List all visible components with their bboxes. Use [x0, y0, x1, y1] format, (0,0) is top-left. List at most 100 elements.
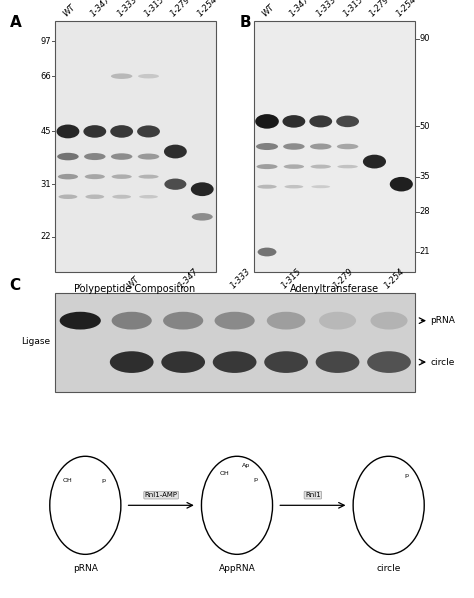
Ellipse shape [111, 153, 132, 160]
Text: 1-315: 1-315 [280, 267, 303, 291]
Ellipse shape [164, 179, 186, 190]
Ellipse shape [284, 185, 303, 188]
Ellipse shape [255, 114, 279, 129]
Ellipse shape [310, 115, 332, 127]
Ellipse shape [110, 351, 154, 373]
Ellipse shape [85, 194, 104, 199]
Text: WT: WT [125, 275, 141, 291]
Ellipse shape [112, 312, 152, 329]
Bar [254, 21, 415, 272]
Text: 45: 45 [40, 127, 51, 136]
Ellipse shape [163, 312, 203, 329]
Ellipse shape [58, 174, 78, 179]
Bar [55, 21, 216, 272]
Text: 1-315: 1-315 [341, 0, 365, 19]
Ellipse shape [337, 144, 358, 150]
Ellipse shape [110, 125, 133, 138]
Text: −: − [74, 279, 85, 291]
Text: p: p [101, 478, 105, 483]
Ellipse shape [137, 126, 160, 138]
Text: p: p [254, 477, 257, 483]
Text: p: p [404, 474, 409, 478]
Text: 1-333: 1-333 [228, 267, 252, 291]
Ellipse shape [310, 144, 331, 150]
Ellipse shape [191, 182, 214, 196]
Ellipse shape [138, 154, 159, 160]
Text: circle: circle [376, 564, 401, 573]
Text: Ap: Ap [242, 463, 250, 468]
Ellipse shape [164, 145, 187, 158]
Text: A: A [9, 15, 21, 30]
Ellipse shape [283, 144, 305, 150]
Text: 1-279: 1-279 [331, 267, 355, 291]
Text: 22: 22 [40, 233, 51, 242]
Ellipse shape [84, 153, 106, 160]
Ellipse shape [283, 115, 305, 128]
Ellipse shape [138, 175, 159, 179]
Text: OH: OH [63, 478, 73, 483]
Ellipse shape [215, 312, 255, 329]
Text: circle: circle [430, 358, 455, 367]
Bar [55, 293, 415, 392]
Text: Polypeptide Composition: Polypeptide Composition [74, 284, 196, 294]
Ellipse shape [161, 351, 205, 373]
Text: 21: 21 [419, 248, 430, 257]
Text: WT: WT [261, 3, 276, 19]
Text: 35: 35 [419, 172, 430, 181]
Ellipse shape [111, 175, 132, 179]
Ellipse shape [336, 115, 359, 127]
Ellipse shape [139, 195, 158, 199]
Text: 28: 28 [419, 208, 430, 216]
Ellipse shape [267, 312, 305, 329]
Text: Rnl1-AMP: Rnl1-AMP [145, 492, 178, 498]
Ellipse shape [363, 155, 386, 169]
Ellipse shape [371, 312, 408, 329]
Text: 1-333: 1-333 [314, 0, 338, 19]
Text: Adenyltransferase: Adenyltransferase [290, 284, 379, 294]
Ellipse shape [111, 74, 132, 79]
Text: 31: 31 [40, 179, 51, 189]
Ellipse shape [60, 312, 101, 329]
Text: 1-347: 1-347 [288, 0, 311, 19]
Ellipse shape [56, 124, 79, 138]
Text: 97: 97 [40, 36, 51, 45]
Ellipse shape [192, 213, 213, 221]
Ellipse shape [264, 351, 308, 373]
Ellipse shape [337, 165, 358, 169]
Ellipse shape [310, 164, 331, 169]
Ellipse shape [85, 174, 105, 179]
Text: 1-279: 1-279 [368, 0, 392, 19]
Text: 50: 50 [419, 122, 430, 131]
Ellipse shape [83, 125, 106, 138]
Ellipse shape [316, 351, 359, 373]
Ellipse shape [57, 152, 79, 160]
Text: 1-347: 1-347 [89, 0, 112, 19]
Text: OH: OH [219, 471, 229, 476]
Ellipse shape [367, 351, 411, 373]
Ellipse shape [256, 164, 277, 169]
Ellipse shape [138, 74, 159, 78]
Text: B: B [239, 15, 251, 30]
Text: Ligase: Ligase [21, 337, 50, 346]
Text: 1-315: 1-315 [142, 0, 166, 19]
Ellipse shape [283, 164, 304, 169]
Text: 1-254: 1-254 [196, 0, 219, 19]
Text: 1-347: 1-347 [177, 267, 201, 291]
Text: Rnl1: Rnl1 [305, 492, 321, 498]
Text: 1-254: 1-254 [383, 267, 406, 291]
Ellipse shape [256, 143, 278, 150]
Text: 1-279: 1-279 [169, 0, 193, 19]
Ellipse shape [58, 194, 77, 199]
Ellipse shape [112, 195, 131, 199]
Ellipse shape [311, 185, 330, 188]
Ellipse shape [390, 177, 413, 191]
Text: AppRNA: AppRNA [219, 564, 255, 573]
Text: C: C [9, 278, 20, 293]
Ellipse shape [257, 248, 276, 257]
Text: 66: 66 [40, 72, 51, 81]
Text: 1-333: 1-333 [115, 0, 139, 19]
Text: 90: 90 [419, 34, 430, 43]
Text: pRNA: pRNA [430, 316, 455, 325]
Text: 1-254: 1-254 [395, 0, 419, 19]
Text: WT: WT [62, 3, 77, 19]
